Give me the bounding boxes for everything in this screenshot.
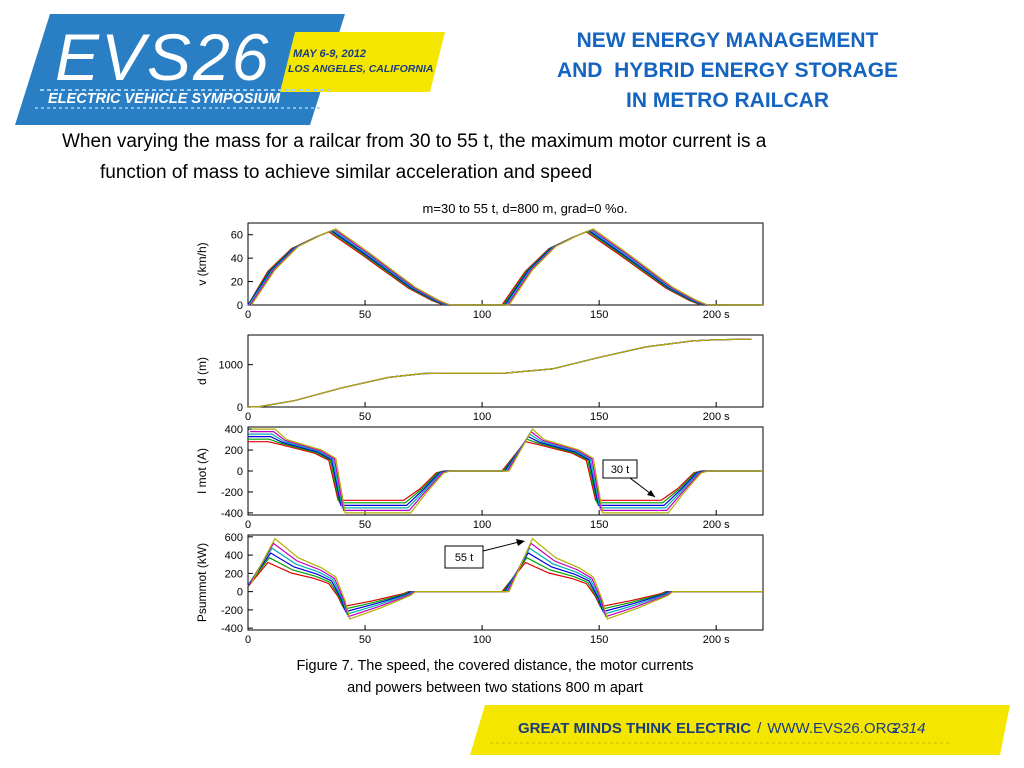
plot-frame-speed — [247, 222, 764, 306]
xtick-label: 100 — [473, 309, 491, 321]
series-line-current-55t — [251, 428, 763, 514]
logo-text: EVS26 — [55, 20, 270, 94]
ytick-label: 200 — [225, 445, 243, 457]
ytick-label: 1000 — [219, 360, 243, 372]
annotation-label-55t: 55 t — [455, 552, 473, 564]
subplot-power: -400 -200 0 200 400 600 0 50 100 150 200 s Psummot … — [195, 532, 764, 646]
xtick-label: 200 s — [703, 411, 730, 423]
ytick-label: 400 — [225, 424, 243, 436]
ytick-label: -200 — [221, 487, 243, 499]
subplot-speed: 0 20 40 60 0 50 100 150 200 s v (km/h) — [195, 222, 764, 321]
footer-text: GREAT MINDS THINK ELECTRIC / WWW.EVS26.ORG… — [518, 720, 925, 737]
ytick-label: 0 — [237, 402, 243, 414]
ylabel-speed: v (km/h) — [195, 242, 209, 285]
xtick-label: 0 — [245, 634, 251, 646]
annotation-label-30t: 30 t — [611, 464, 629, 476]
slide-title: NEW ENERGY MANAGEMENT AND HYBRID ENERGY … — [470, 26, 985, 116]
title-line-3: IN METRO RAILCAR — [626, 89, 829, 112]
evs26-logo: EVS26 MAY 6-9, 2012 LOS ANGELES, CALIFOR… — [15, 14, 445, 125]
annotation-arrow-55t — [482, 540, 524, 552]
ytick-label: 40 — [231, 253, 243, 265]
annotation-box-30t — [602, 459, 638, 479]
ylabel-current: I mot (A) — [195, 448, 209, 494]
ytick-label: 600 — [225, 532, 243, 544]
symposium-label: ELECTRIC VEHICLE SYMPOSIUM — [48, 91, 281, 107]
caption-line-1: Figure 7. The speed, the covered distanc… — [296, 658, 694, 674]
ytick-label: -200 — [221, 605, 243, 617]
xtick-label: 100 — [473, 411, 491, 423]
xtick-label: 150 — [590, 519, 608, 531]
footer-url[interactable]: WWW.EVS26.ORG — [767, 720, 899, 737]
annotation-box-55t — [444, 545, 484, 569]
ytick-label: 200 — [225, 568, 243, 580]
ytick-label: -400 — [221, 623, 243, 635]
logo-blue-banner — [15, 14, 345, 125]
caption-line-2: and powers between two stations 800 m ap… — [347, 680, 643, 696]
ytick-label: 400 — [225, 550, 243, 562]
chart-title: m=30 to 55 t, d=800 m, grad=0 %o. — [423, 201, 628, 216]
plot-frame-distance — [247, 334, 764, 408]
event-location: LOS ANGELES, CALIFORNIA — [288, 63, 433, 75]
title-line-1: NEW ENERGY MANAGEMENT — [576, 29, 879, 52]
xtick-label: 200 s — [703, 309, 730, 321]
series-line-power-55t — [250, 537, 763, 620]
annotation-arrowhead-30t — [647, 490, 655, 497]
xtick-label: 0 — [245, 309, 251, 321]
footer-separator: / — [757, 720, 762, 737]
ylabel-distance: d (m) — [195, 357, 209, 385]
event-date: MAY 6-9, 2012 — [293, 48, 366, 60]
ytick-label: -400 — [221, 508, 243, 520]
xtick-label: 200 s — [703, 519, 730, 531]
ytick-label: 0 — [237, 300, 243, 312]
xtick-label: 100 — [473, 634, 491, 646]
xtick-label: 150 — [590, 634, 608, 646]
ytick-label: 0 — [237, 466, 243, 478]
body-line-2: function of mass to achieve similar acce… — [100, 162, 593, 183]
page-number: 2314 — [892, 720, 926, 737]
railcar-figure: m=30 to 55 t, d=800 m, grad=0 %o. 0 20 40 6… — [195, 201, 764, 646]
body-line-1: When varying the mass for a railcar from… — [62, 131, 767, 152]
xtick-label: 50 — [359, 519, 371, 531]
xtick-label: 50 — [359, 309, 371, 321]
figure-caption: Figure 7. The speed, the covered distanc… — [200, 655, 790, 699]
xtick-label: 50 — [359, 411, 371, 423]
xtick-label: 150 — [590, 411, 608, 423]
xtick-label: 200 s — [703, 634, 730, 646]
ylabel-power: Psummot (kW) — [195, 543, 209, 622]
series-line-speed-55t — [251, 228, 763, 306]
xtick-label: 0 — [245, 411, 251, 423]
xtick-label: 0 — [245, 519, 251, 531]
ytick-label: 20 — [231, 277, 243, 289]
ytick-label: 0 — [237, 587, 243, 599]
xtick-label: 50 — [359, 634, 371, 646]
body-paragraph: When varying the mass for a railcar from… — [62, 126, 962, 188]
footer-slogan: GREAT MINDS THINK ELECTRIC — [518, 720, 752, 737]
title-line-2: AND HYBRID ENERGY STORAGE — [556, 59, 899, 82]
series-line-distance-55t — [247, 338, 752, 408]
subplot-distance: 0 1000 0 50 100 150 200 s d (m) — [195, 334, 764, 423]
xtick-label: 150 — [590, 309, 608, 321]
xtick-label: 100 — [473, 519, 491, 531]
subplot-current: -400 -200 0 200 400 0 50 100 150 200 s I mot (A) 30… — [195, 424, 764, 531]
ytick-label: 60 — [231, 230, 243, 242]
annotation-arrowhead-55t — [516, 539, 525, 546]
logo-yellow-banner — [280, 32, 445, 92]
footer-banner — [470, 705, 1010, 755]
